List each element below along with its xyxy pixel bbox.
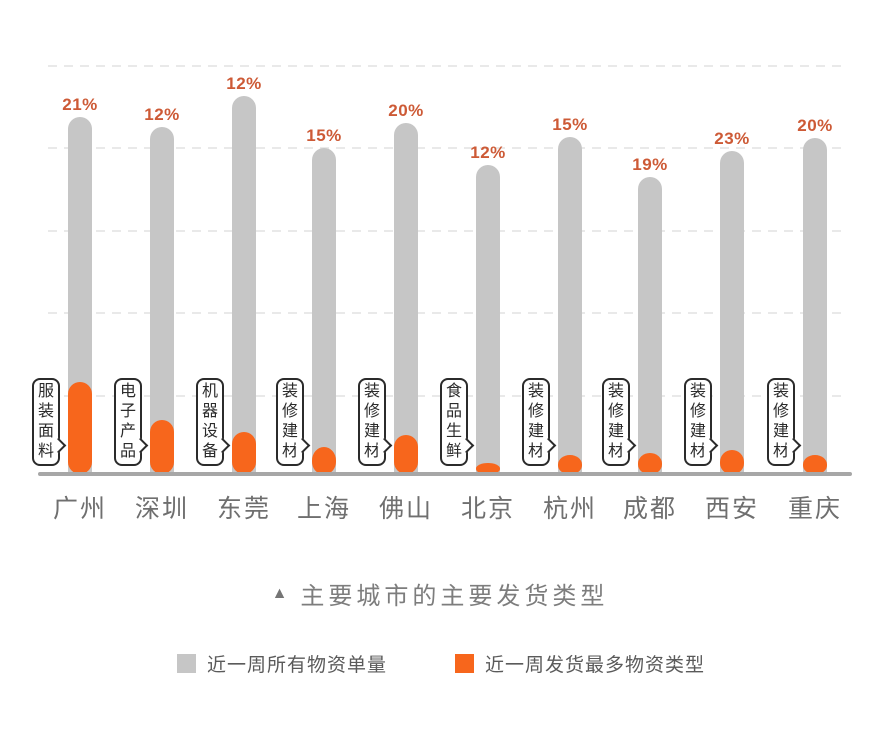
gridline	[48, 230, 845, 232]
category-callout: 装修建材	[767, 378, 802, 466]
top-category-bar	[394, 435, 418, 474]
category-callout-text: 装修建材	[281, 383, 298, 460]
percent-label: 19%	[632, 155, 668, 174]
top-category-bar	[232, 432, 256, 474]
volume-bar	[638, 177, 662, 474]
percent-label: 12%	[470, 143, 506, 162]
category-callout: 装修建材	[522, 378, 557, 466]
category-callout-text: 电子产品	[119, 383, 136, 460]
legend-item-volume: 近一周所有物资单量	[177, 650, 387, 677]
chart-title: 主要城市的主要发货类型	[300, 583, 609, 610]
top-category-bar	[476, 463, 500, 474]
legend-label-volume: 近一周所有物资单量	[207, 655, 388, 676]
volume-bar	[803, 138, 827, 474]
volume-bar	[312, 148, 336, 474]
percent-label: 12%	[226, 74, 262, 93]
city-label: 西安	[704, 495, 759, 523]
percent-label: 15%	[552, 115, 588, 134]
city-label: 佛山	[378, 495, 433, 523]
top-category-bar	[312, 447, 336, 474]
volume-bar	[394, 123, 418, 474]
legend-swatch-orange	[455, 654, 474, 673]
category-callout-text: 装修建材	[527, 383, 544, 460]
city-label: 成都	[622, 495, 677, 523]
city-label: 东莞	[216, 495, 271, 523]
top-category-bar	[720, 450, 744, 474]
city-label: 上海	[296, 495, 351, 523]
category-callout-text: 装修建材	[607, 383, 624, 460]
top-category-bar	[150, 420, 174, 474]
category-callout: 食品生鲜	[440, 378, 475, 466]
gridline	[48, 65, 845, 67]
top-category-bar	[558, 455, 582, 474]
volume-bar	[720, 151, 744, 474]
chart-title-row: ▲ 主要城市的主要发货类型	[0, 576, 880, 611]
category-callout: 电子产品	[114, 378, 149, 466]
category-callout-text: 装修建材	[772, 383, 789, 460]
category-callout-text: 装修建材	[363, 383, 380, 460]
top-category-bar	[638, 453, 662, 474]
top-category-bar	[803, 455, 827, 474]
volume-bar	[150, 127, 174, 474]
gridline	[48, 147, 845, 149]
category-callout: 装修建材	[276, 378, 311, 466]
volume-bar	[558, 137, 582, 474]
category-callout: 服装面料	[32, 378, 67, 466]
category-callout: 装修建材	[602, 378, 637, 466]
triangle-marker-icon: ▲	[271, 584, 288, 602]
city-label: 北京	[460, 495, 515, 523]
category-callout-text: 食品生鲜	[445, 383, 462, 460]
x-axis-line	[38, 472, 852, 476]
percent-label: 23%	[714, 129, 750, 148]
city-label: 深圳	[134, 495, 189, 523]
category-callout-text: 服装面料	[37, 383, 54, 460]
percent-label: 20%	[797, 116, 833, 135]
top-category-bar	[68, 382, 92, 474]
category-callout-text: 机器设备	[201, 383, 218, 460]
gridline	[48, 312, 845, 314]
legend-swatch-gray	[177, 654, 196, 673]
percent-label: 21%	[62, 95, 98, 114]
category-callout: 装修建材	[684, 378, 719, 466]
percent-label: 12%	[144, 105, 180, 124]
legend-item-top-category: 近一周发货最多物资类型	[455, 650, 705, 677]
city-label: 广州	[52, 495, 107, 523]
city-label: 重庆	[787, 495, 842, 523]
category-callout: 机器设备	[196, 378, 231, 466]
percent-label: 20%	[388, 101, 424, 120]
city-label: 杭州	[542, 495, 597, 523]
percent-label: 15%	[306, 126, 342, 145]
volume-bar	[476, 165, 500, 474]
category-callout-text: 装修建材	[689, 383, 706, 460]
category-callout: 装修建材	[358, 378, 393, 466]
volume-bar	[232, 96, 256, 474]
legend-label-top-category: 近一周发货最多物资类型	[485, 655, 706, 676]
